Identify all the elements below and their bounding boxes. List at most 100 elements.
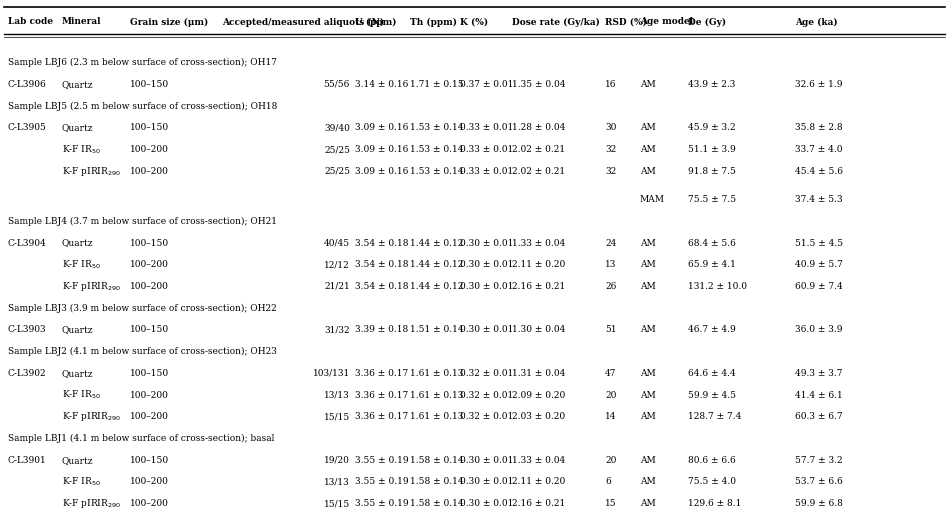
Text: 43.9 ± 2.3: 43.9 ± 2.3: [688, 80, 735, 89]
Text: 25/25: 25/25: [324, 145, 350, 154]
Text: 3.09 ± 0.16: 3.09 ± 0.16: [355, 167, 408, 176]
Text: 1.31 ± 0.04: 1.31 ± 0.04: [512, 369, 566, 378]
Text: 1.35 ± 0.04: 1.35 ± 0.04: [512, 80, 566, 89]
Text: AM: AM: [640, 325, 656, 334]
Text: 13/13: 13/13: [325, 477, 350, 487]
Text: 0.37 ± 0.01: 0.37 ± 0.01: [460, 80, 513, 89]
Text: 1.53 ± 0.14: 1.53 ± 0.14: [410, 167, 463, 176]
Text: C-L3904: C-L3904: [8, 238, 47, 248]
Text: 2.02 ± 0.21: 2.02 ± 0.21: [512, 145, 565, 154]
Text: 75.5 ± 4.0: 75.5 ± 4.0: [688, 477, 736, 487]
Text: 0.30 ± 0.01: 0.30 ± 0.01: [460, 282, 513, 291]
Text: 3.09 ± 0.16: 3.09 ± 0.16: [355, 145, 408, 154]
Text: 31/32: 31/32: [325, 325, 350, 334]
Text: 59.9 ± 4.5: 59.9 ± 4.5: [688, 390, 736, 400]
Text: K (%): K (%): [460, 18, 488, 26]
Text: 0.32 ± 0.01: 0.32 ± 0.01: [460, 413, 513, 421]
Text: 3.39 ± 0.18: 3.39 ± 0.18: [355, 325, 408, 334]
Text: 128.7 ± 7.4: 128.7 ± 7.4: [688, 413, 741, 421]
Text: Quartz: Quartz: [62, 238, 94, 248]
Text: 60.9 ± 7.4: 60.9 ± 7.4: [795, 282, 843, 291]
Text: K-F IR$_{50}$: K-F IR$_{50}$: [62, 143, 101, 156]
Text: 49.3 ± 3.7: 49.3 ± 3.7: [795, 369, 843, 378]
Text: 100–200: 100–200: [130, 499, 169, 508]
Text: 65.9 ± 4.1: 65.9 ± 4.1: [688, 260, 735, 269]
Text: 3.55 ± 0.19: 3.55 ± 0.19: [355, 477, 409, 487]
Text: 100–200: 100–200: [130, 167, 169, 176]
Text: C-L3905: C-L3905: [8, 124, 47, 132]
Text: MAM: MAM: [640, 195, 665, 204]
Text: AM: AM: [640, 282, 656, 291]
Text: 0.33 ± 0.01: 0.33 ± 0.01: [460, 124, 513, 132]
Text: RSD (%): RSD (%): [605, 18, 647, 26]
Text: K-F pIRIR$_{290}$: K-F pIRIR$_{290}$: [62, 165, 121, 178]
Text: Age (ka): Age (ka): [795, 18, 838, 27]
Text: Quartz: Quartz: [62, 124, 94, 132]
Text: 39/40: 39/40: [325, 124, 350, 132]
Text: Grain size (μm): Grain size (μm): [130, 18, 208, 27]
Text: 20: 20: [605, 390, 616, 400]
Text: 3.55 ± 0.19: 3.55 ± 0.19: [355, 456, 409, 465]
Text: 59.9 ± 6.8: 59.9 ± 6.8: [795, 499, 843, 508]
Text: 55/56: 55/56: [324, 80, 350, 89]
Text: AM: AM: [640, 369, 656, 378]
Text: Lab code: Lab code: [8, 18, 53, 26]
Text: Age model: Age model: [640, 18, 693, 26]
Text: 1.58 ± 0.14: 1.58 ± 0.14: [410, 499, 464, 508]
Text: Sample LBJ6 (2.3 m below surface of cross-section); OH17: Sample LBJ6 (2.3 m below surface of cros…: [8, 58, 277, 67]
Text: Quartz: Quartz: [62, 456, 94, 465]
Text: AM: AM: [640, 413, 656, 421]
Text: Sample LBJ5 (2.5 m below surface of cross-section); OH18: Sample LBJ5 (2.5 m below surface of cros…: [8, 101, 277, 111]
Text: 0.30 ± 0.01: 0.30 ± 0.01: [460, 477, 513, 487]
Text: 30: 30: [605, 124, 616, 132]
Text: 51.1 ± 3.9: 51.1 ± 3.9: [688, 145, 735, 154]
Text: 40.9 ± 5.7: 40.9 ± 5.7: [795, 260, 843, 269]
Text: 1.53 ± 0.14: 1.53 ± 0.14: [410, 145, 463, 154]
Text: 0.33 ± 0.01: 0.33 ± 0.01: [460, 145, 513, 154]
Text: 0.30 ± 0.01: 0.30 ± 0.01: [460, 260, 513, 269]
Text: AM: AM: [640, 456, 656, 465]
Text: 0.30 ± 0.01: 0.30 ± 0.01: [460, 499, 513, 508]
Text: C-L3906: C-L3906: [8, 80, 47, 89]
Text: 0.33 ± 0.01: 0.33 ± 0.01: [460, 167, 513, 176]
Text: Quartz: Quartz: [62, 369, 94, 378]
Text: 100–200: 100–200: [130, 260, 169, 269]
Text: 1.58 ± 0.14: 1.58 ± 0.14: [410, 477, 464, 487]
Text: 12/12: 12/12: [325, 260, 350, 269]
Text: 36.0 ± 3.9: 36.0 ± 3.9: [795, 325, 843, 334]
Text: 37.4 ± 5.3: 37.4 ± 5.3: [795, 195, 843, 204]
Text: 0.30 ± 0.01: 0.30 ± 0.01: [460, 325, 513, 334]
Text: 1.71 ± 0.15: 1.71 ± 0.15: [410, 80, 464, 89]
Text: 35.8 ± 2.8: 35.8 ± 2.8: [795, 124, 843, 132]
Text: Accepted/measured aliquots (N): Accepted/measured aliquots (N): [222, 18, 384, 27]
Text: K-F IR$_{50}$: K-F IR$_{50}$: [62, 476, 101, 488]
Text: 2.11 ± 0.20: 2.11 ± 0.20: [512, 477, 566, 487]
Text: AM: AM: [640, 124, 656, 132]
Text: 68.4 ± 5.6: 68.4 ± 5.6: [688, 238, 735, 248]
Text: K-F pIRIR$_{290}$: K-F pIRIR$_{290}$: [62, 410, 121, 423]
Text: 1.58 ± 0.14: 1.58 ± 0.14: [410, 456, 464, 465]
Text: 41.4 ± 6.1: 41.4 ± 6.1: [795, 390, 843, 400]
Text: 100–150: 100–150: [130, 238, 169, 248]
Text: 53.7 ± 6.6: 53.7 ± 6.6: [795, 477, 843, 487]
Text: K-F pIRIR$_{290}$: K-F pIRIR$_{290}$: [62, 497, 121, 510]
Text: AM: AM: [640, 238, 656, 248]
Text: Dose rate (Gy/ka): Dose rate (Gy/ka): [512, 18, 600, 27]
Text: 1.44 ± 0.12: 1.44 ± 0.12: [410, 238, 463, 248]
Text: 32.6 ± 1.9: 32.6 ± 1.9: [795, 80, 843, 89]
Text: 1.61 ± 0.13: 1.61 ± 0.13: [410, 413, 463, 421]
Text: 1.44 ± 0.12: 1.44 ± 0.12: [410, 260, 463, 269]
Text: 1.28 ± 0.04: 1.28 ± 0.04: [512, 124, 566, 132]
Text: 2.09 ± 0.20: 2.09 ± 0.20: [512, 390, 566, 400]
Text: 3.09 ± 0.16: 3.09 ± 0.16: [355, 124, 408, 132]
Text: 0.30 ± 0.01: 0.30 ± 0.01: [460, 238, 513, 248]
Text: 100–150: 100–150: [130, 369, 169, 378]
Text: 20: 20: [605, 456, 616, 465]
Text: 64.6 ± 4.4: 64.6 ± 4.4: [688, 369, 735, 378]
Text: K-F IR$_{50}$: K-F IR$_{50}$: [62, 259, 101, 271]
Text: 24: 24: [605, 238, 616, 248]
Text: 1.53 ± 0.14: 1.53 ± 0.14: [410, 124, 463, 132]
Text: C-L3903: C-L3903: [8, 325, 47, 334]
Text: 47: 47: [605, 369, 617, 378]
Text: 3.54 ± 0.18: 3.54 ± 0.18: [355, 282, 408, 291]
